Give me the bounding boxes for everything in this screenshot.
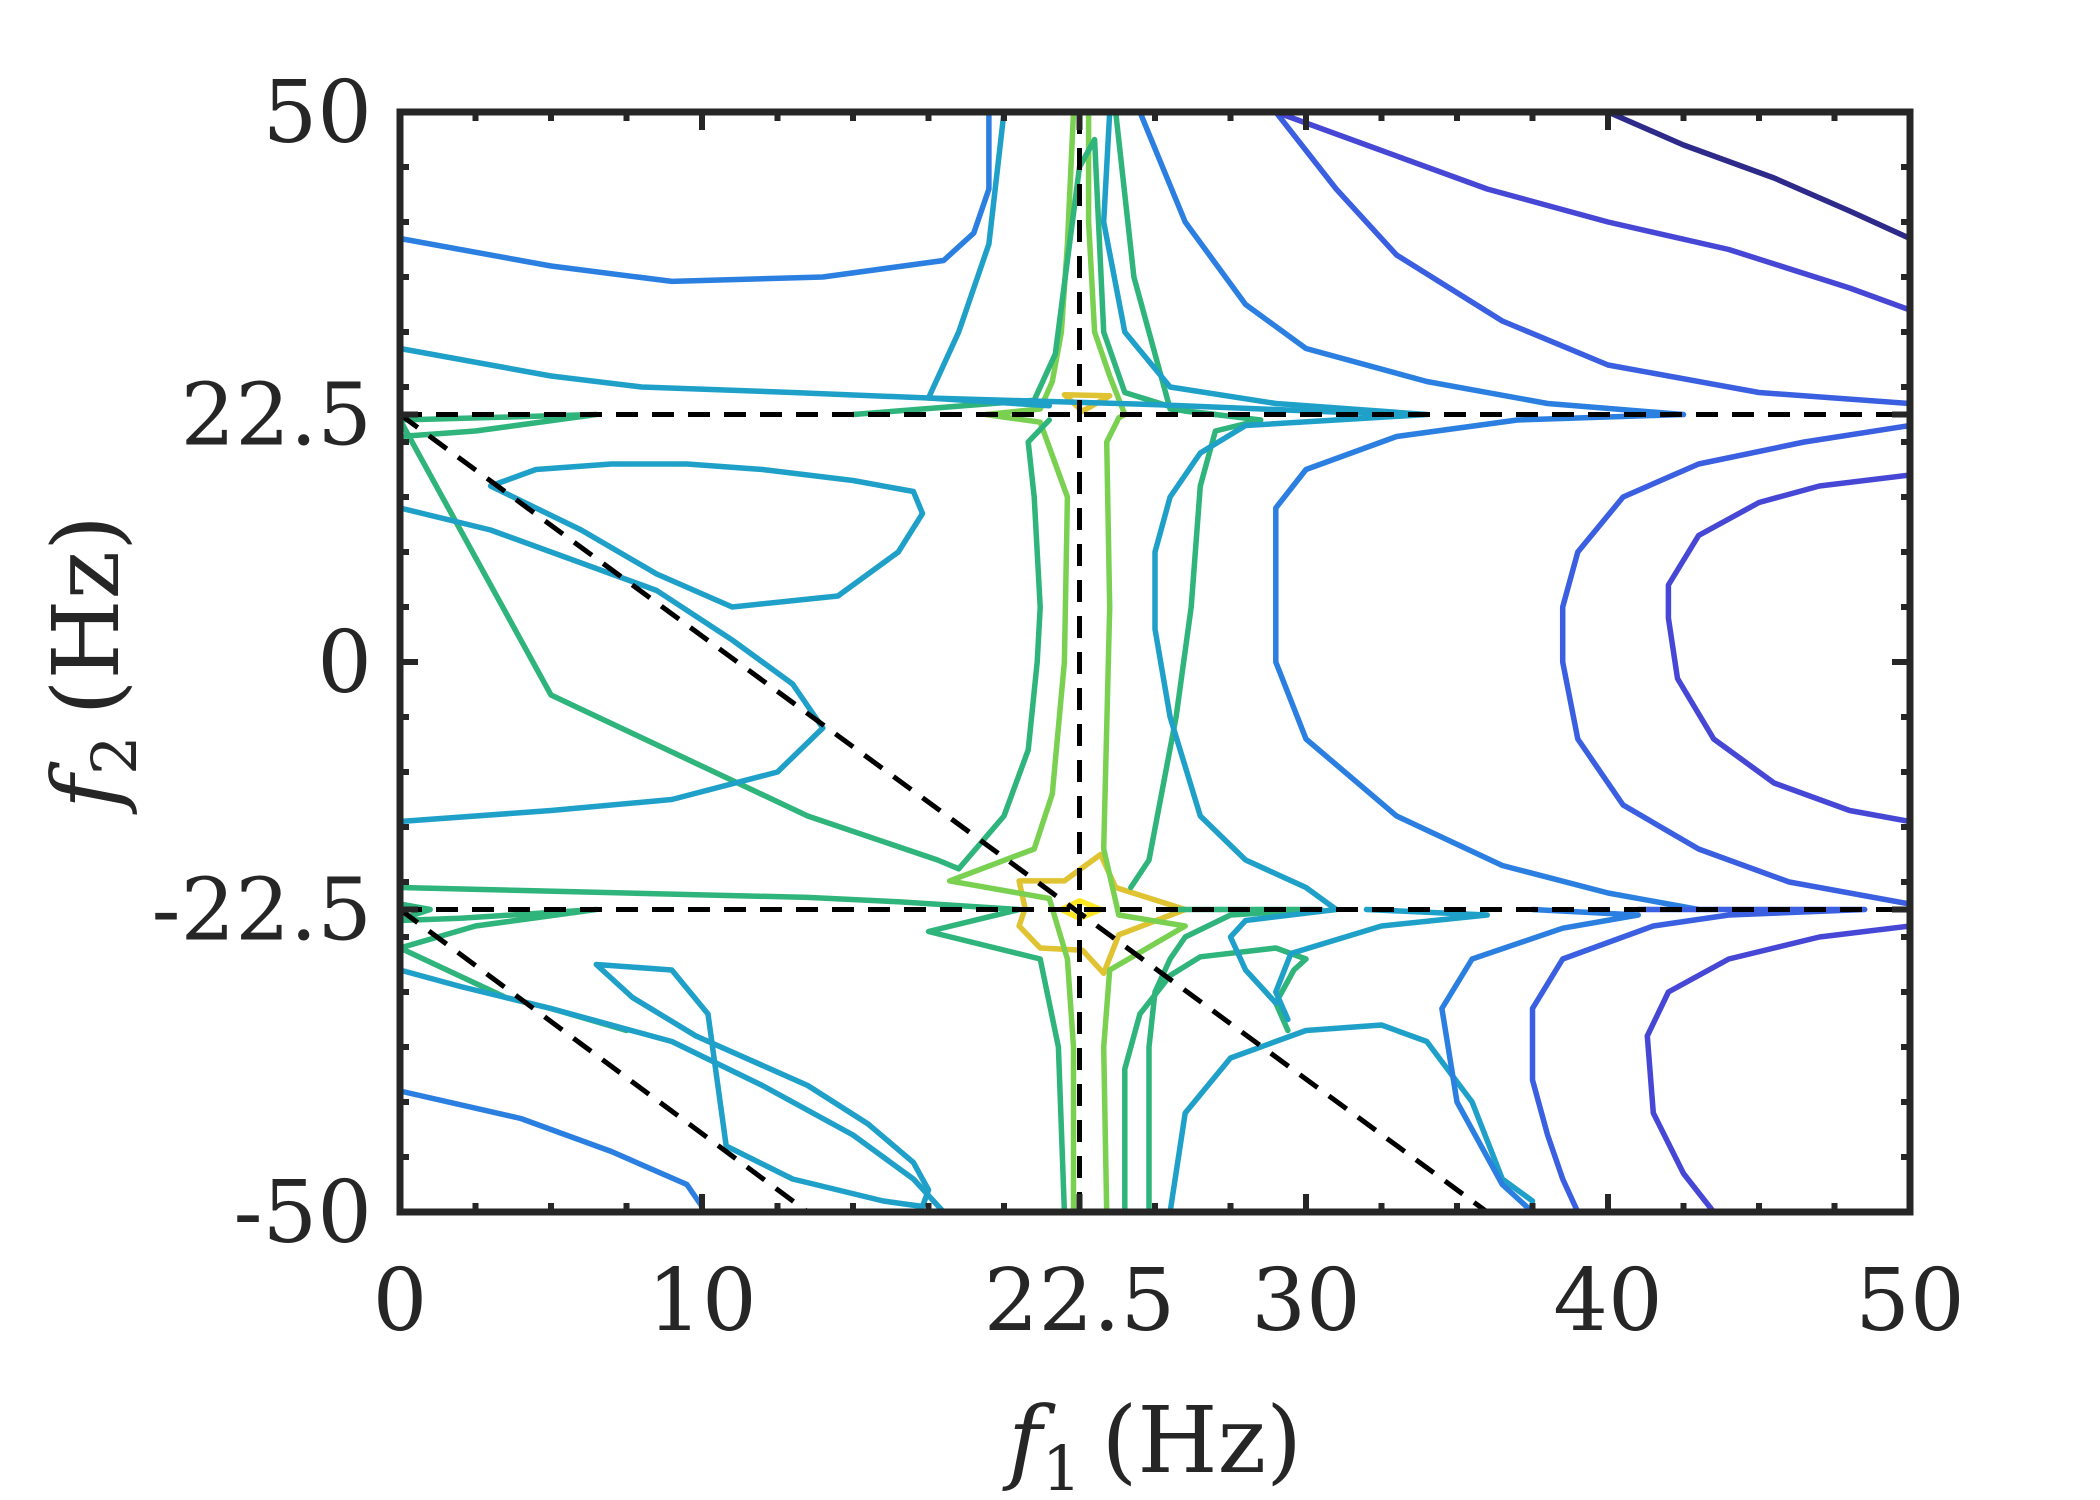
contour-line-27 — [1439, 906, 1641, 1215]
contour-line-34 — [1605, 109, 1913, 242]
contour-line-4 — [946, 109, 1077, 1215]
contour-line-18 — [397, 345, 1400, 418]
contour-line-25 — [1137, 109, 1702, 913]
contour-lines — [397, 109, 1913, 1215]
contour-line-20 — [1100, 109, 1430, 1006]
contour-line-7 — [397, 411, 600, 440]
contour-line-19 — [925, 109, 1053, 409]
contour-line-23 — [1167, 1022, 1536, 1215]
x-tick-label-1: 0 — [373, 1251, 428, 1351]
contour-line-16 — [487, 461, 926, 610]
x-tick-label-6: 50 — [1855, 1251, 1964, 1351]
y-tick-label-3: 0 — [317, 613, 372, 713]
y-axis-label-unit: (Hz) — [33, 515, 140, 716]
tick-marks — [397, 109, 1913, 1215]
x-axis-label-subscript: 1 — [1042, 1432, 1081, 1500]
x-axis-label-unit: (Hz) — [1102, 1387, 1303, 1494]
y-axis-label-subscript: 2 — [78, 735, 151, 774]
y-tick-label-4: 22.5 — [181, 366, 372, 466]
contour-line-31 — [1644, 923, 1913, 1215]
y-axis-label: f2(Hz) — [33, 515, 151, 815]
contour-line-6 — [397, 884, 1068, 1215]
reference-dashed-lines — [398, 112, 1910, 1215]
contour-line-30 — [1529, 906, 1868, 1215]
contour-line-28 — [1273, 109, 1913, 407]
contour-line-17 — [397, 505, 826, 825]
x-axis-label: f1 (Hz) — [1002, 1387, 1302, 1500]
contour-line-32 — [1665, 472, 1913, 825]
contour-line-13 — [397, 906, 630, 1034]
contour-line-2 — [1016, 851, 1188, 977]
x-tick-label-5: 40 — [1553, 1251, 1662, 1351]
contour-line-12 — [1112, 109, 1264, 891]
x-tick-label-4: 30 — [1251, 1251, 1360, 1351]
contour-line-15 — [593, 961, 932, 1210]
reference-line-diagonal-4 — [398, 412, 1489, 1215]
x-tick-label-2: 10 — [647, 1251, 756, 1351]
y-tick-label-1: -50 — [234, 1163, 373, 1263]
contour-line-33 — [1273, 109, 1913, 313]
reference-line-diagonal-5 — [398, 907, 810, 1215]
y-tick-label-5: 50 — [263, 63, 372, 163]
contour-line-10 — [397, 417, 1053, 872]
contour-line-29 — [1559, 422, 1913, 907]
y-tick-label-2: -22.5 — [151, 861, 372, 961]
contour-line-21 — [397, 967, 947, 1215]
contour-line-26 — [397, 1088, 705, 1210]
x-tick-labels: 0 10 22.5 30 40 50 — [373, 1251, 1965, 1351]
contour-line-24 — [397, 109, 992, 285]
y-tick-labels: -50 -22.5 0 22.5 50 — [151, 63, 372, 1263]
contour-line-22 — [1273, 906, 1490, 1023]
x-tick-label-3: 22.5 — [984, 1251, 1175, 1351]
